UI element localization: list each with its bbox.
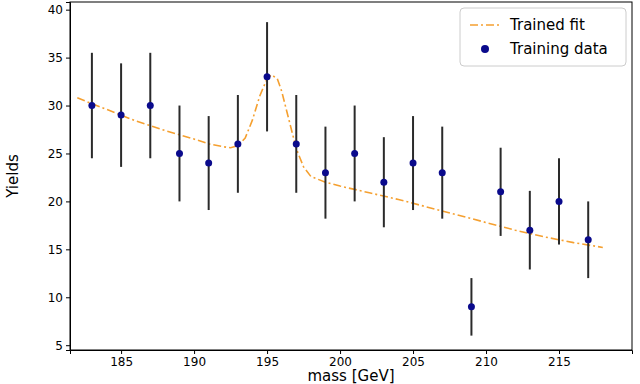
data-point [264, 73, 271, 80]
plot-marks [77, 22, 603, 335]
data-point [88, 102, 95, 109]
data-point [322, 169, 329, 176]
tick-mark [121, 350, 122, 354]
y-axis-title: Yields [4, 154, 22, 199]
tick-label: 215 [548, 355, 571, 369]
data-point [118, 112, 125, 119]
tick-label: 15 [48, 243, 63, 257]
tick-mark [413, 350, 414, 354]
tick-label: 30 [48, 99, 63, 113]
tick-label: 40 [48, 3, 63, 17]
tick-mark [66, 58, 70, 59]
tick: 190 [183, 350, 206, 369]
tick: 25 [48, 147, 70, 161]
tick-mark [66, 106, 70, 107]
tick: 215 [548, 350, 571, 369]
tick-mark [66, 249, 70, 250]
tick-label: 20 [48, 195, 63, 209]
tick: 195 [256, 350, 279, 369]
tick-mark [66, 201, 70, 202]
legend-label: Trained fit [509, 16, 585, 34]
chart: 185 190 195 200 205 210 215 5 10 15 20 25 30 35 40 mass… [0, 0, 640, 384]
tick: 200 [329, 350, 352, 369]
tick-mark [267, 350, 268, 354]
tick-mark [194, 350, 195, 354]
data-point [556, 198, 563, 205]
tick-mark [340, 350, 341, 354]
legend-swatch [481, 45, 489, 53]
data-point [468, 303, 475, 310]
data-point [293, 140, 300, 147]
plot-frame [70, 2, 632, 350]
data-point [351, 150, 358, 157]
tick: 205 [402, 350, 425, 369]
tick: 30 [48, 99, 70, 113]
tick-label: 5 [55, 339, 63, 353]
tick: 210 [475, 350, 498, 369]
tick: 20 [48, 195, 70, 209]
tick-label: 210 [475, 355, 498, 369]
tick: 5 [55, 339, 70, 353]
data-point [439, 169, 446, 176]
tick-mark [66, 153, 70, 154]
data-point [497, 188, 504, 195]
tick-label: 195 [256, 355, 279, 369]
x-axis-title: mass [GeV] [307, 367, 394, 384]
tick: 185 [110, 350, 133, 369]
tick-label: 205 [402, 355, 425, 369]
data-point [234, 140, 241, 147]
tick-mark [486, 350, 487, 354]
tick-label: 25 [48, 147, 63, 161]
axis-line [66, 3, 71, 351]
y-axis: 5 10 15 20 25 30 35 40 [48, 3, 71, 353]
legend-box [460, 8, 626, 66]
data-point [176, 150, 183, 157]
tick-label: 190 [183, 355, 206, 369]
tick-label: 185 [110, 355, 133, 369]
tick-mark [66, 345, 70, 346]
tick: 40 [48, 3, 70, 17]
data-point [526, 227, 533, 234]
tick: 35 [48, 51, 70, 65]
data-point [585, 236, 592, 243]
x-axis: 185 190 195 200 205 210 215 [71, 350, 633, 369]
tick: 15 [48, 243, 70, 257]
fit-line [77, 75, 603, 248]
tick-mark [66, 297, 70, 298]
data-point [147, 102, 154, 109]
tick: 10 [48, 291, 70, 305]
tick-label: 35 [48, 51, 63, 65]
data-point [380, 179, 387, 186]
tick-mark [559, 350, 560, 354]
legend: Trained fit Training data [460, 8, 626, 66]
legend-label: Training data [509, 40, 608, 58]
legend-swatch [470, 24, 500, 26]
tick-mark [66, 10, 70, 11]
axis-line [71, 351, 633, 355]
data-point [205, 160, 212, 167]
tick-label: 10 [48, 291, 63, 305]
data-point [410, 160, 417, 167]
